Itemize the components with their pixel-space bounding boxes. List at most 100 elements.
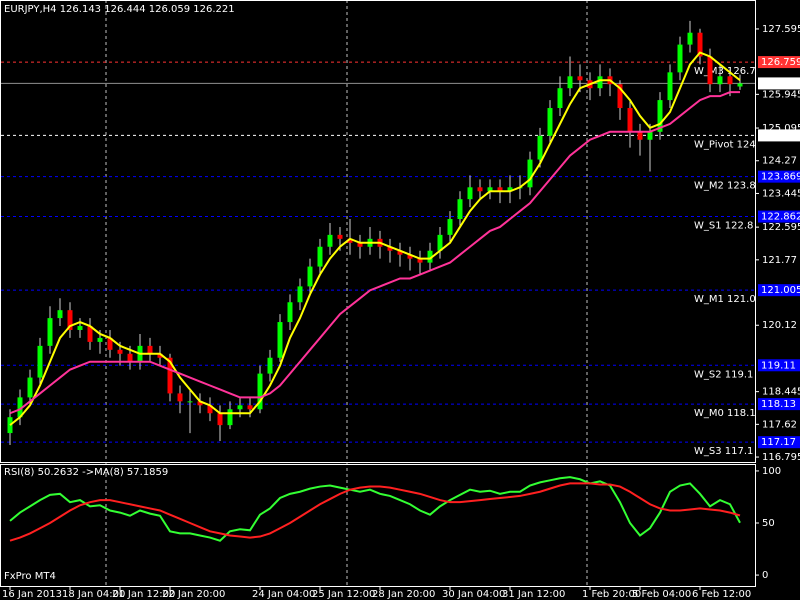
- candle-body: [437, 234, 443, 251]
- y-tick-label: 50: [762, 518, 775, 529]
- y-tick-label: 118.445: [762, 387, 800, 398]
- level-price-label: 123.869: [761, 172, 800, 183]
- candle-body: [257, 373, 263, 410]
- candle-body: [177, 393, 183, 402]
- candle-body: [237, 405, 243, 410]
- candle-body: [727, 76, 733, 85]
- level-price-label: 121.005: [761, 285, 800, 296]
- candle-body: [477, 187, 483, 192]
- candle-body: [97, 337, 103, 342]
- indicator-line: [9, 476, 741, 542]
- y-tick-label: 124.27: [762, 156, 797, 167]
- candle-body: [77, 326, 83, 331]
- candle-body: [37, 345, 43, 378]
- candle-body: [107, 337, 113, 350]
- candle-body: [337, 234, 343, 239]
- x-tick-label: 1 Feb 20:00: [582, 589, 641, 600]
- candle-body: [697, 32, 703, 57]
- candle-body: [717, 76, 723, 85]
- y-tick-label: 120.12: [762, 320, 797, 331]
- candle-body: [647, 131, 653, 140]
- candle-body: [187, 401, 193, 403]
- x-tick-label: 16 Jan 2013: [2, 589, 62, 600]
- y-tick-label: 125.095: [762, 123, 800, 134]
- y-tick-label: 100: [762, 466, 781, 477]
- candle-body: [527, 159, 533, 188]
- candle-body: [407, 254, 413, 259]
- candle-body: [347, 238, 353, 243]
- candle-body: [627, 108, 633, 132]
- level-price-box: [758, 56, 800, 69]
- candle-body: [667, 72, 673, 101]
- moving-average: [9, 51, 741, 426]
- candle-body: [467, 187, 473, 200]
- y-tick-label: 123.445: [762, 188, 800, 199]
- candle-body: [397, 250, 403, 255]
- level-price-box: [758, 210, 800, 223]
- candle-body: [217, 413, 223, 426]
- bid-box: [758, 77, 800, 90]
- level-price-box: [758, 436, 800, 449]
- candle-body: [197, 401, 203, 406]
- y-tick-label: 121.77: [762, 255, 797, 266]
- candle-body: [447, 219, 453, 235]
- level-price-box: [758, 359, 800, 372]
- level-label: W_M1 121.0: [694, 294, 756, 305]
- level-price-box: [758, 170, 800, 183]
- bid-label: 126.221: [761, 78, 800, 89]
- level-label: W_M3 126.7: [694, 66, 756, 77]
- candle-body: [387, 246, 393, 251]
- candle-body: [687, 32, 693, 45]
- y-tick-label: 117.62: [762, 419, 797, 430]
- candle-body: [597, 76, 603, 89]
- candle-body: [227, 409, 233, 426]
- candle-body: [677, 44, 683, 73]
- chart-title: EURJPY,H4 126.143 126.444 126.059 126.22…: [4, 4, 235, 15]
- candle-body: [507, 187, 513, 192]
- candle-body: [307, 266, 313, 287]
- candle-body: [17, 397, 23, 418]
- x-tick-label: 21 Jan 12:00: [112, 589, 175, 600]
- main-panel-frame: [0, 0, 756, 463]
- candle-body: [67, 310, 73, 331]
- candle-body: [167, 357, 173, 394]
- candle-body: [707, 56, 713, 85]
- level-label: W_Pivot 124: [694, 139, 756, 150]
- candle-body: [247, 405, 253, 410]
- x-tick-label: 22 Jan 20:00: [162, 589, 225, 600]
- candle-body: [737, 83, 743, 87]
- candle-body: [617, 84, 623, 109]
- candle-body: [277, 322, 283, 358]
- x-tick-label: 30 Jan 04:00: [442, 589, 505, 600]
- level-label: W_S2 119.1: [694, 369, 753, 380]
- x-tick-label: 28 Jan 20:00: [372, 589, 435, 600]
- level-label: W_M2 123.8: [694, 181, 756, 192]
- level-price-box: [758, 398, 800, 411]
- y-tick-label: 116.795: [762, 452, 800, 463]
- candle-body: [47, 318, 53, 346]
- x-tick-label: 18 Jan 04:00: [62, 589, 125, 600]
- level-price-label: 126.759: [761, 57, 800, 68]
- level-price-box: [758, 129, 800, 142]
- candle-body: [317, 246, 323, 267]
- candle-body: [457, 199, 463, 220]
- candle-body: [287, 302, 293, 323]
- level-price-box: [758, 284, 800, 297]
- indicator-line: [9, 482, 741, 542]
- candle-body: [117, 349, 123, 354]
- candle-body: [57, 310, 63, 319]
- level-label: W_S1 122.8: [694, 221, 753, 232]
- level-price-label: 124.909: [761, 130, 800, 141]
- candle-body: [487, 187, 493, 192]
- y-tick-label: 127.595: [762, 24, 800, 35]
- candle-body: [567, 76, 573, 89]
- candle-body: [157, 353, 163, 358]
- candle-body: [497, 187, 503, 192]
- moving-average: [9, 91, 740, 415]
- x-tick-label: 25 Jan 12:00: [312, 589, 375, 600]
- candle-body: [27, 377, 33, 398]
- candle-body: [537, 135, 543, 160]
- y-tick-label: 122.595: [762, 222, 800, 233]
- candle-body: [267, 357, 273, 374]
